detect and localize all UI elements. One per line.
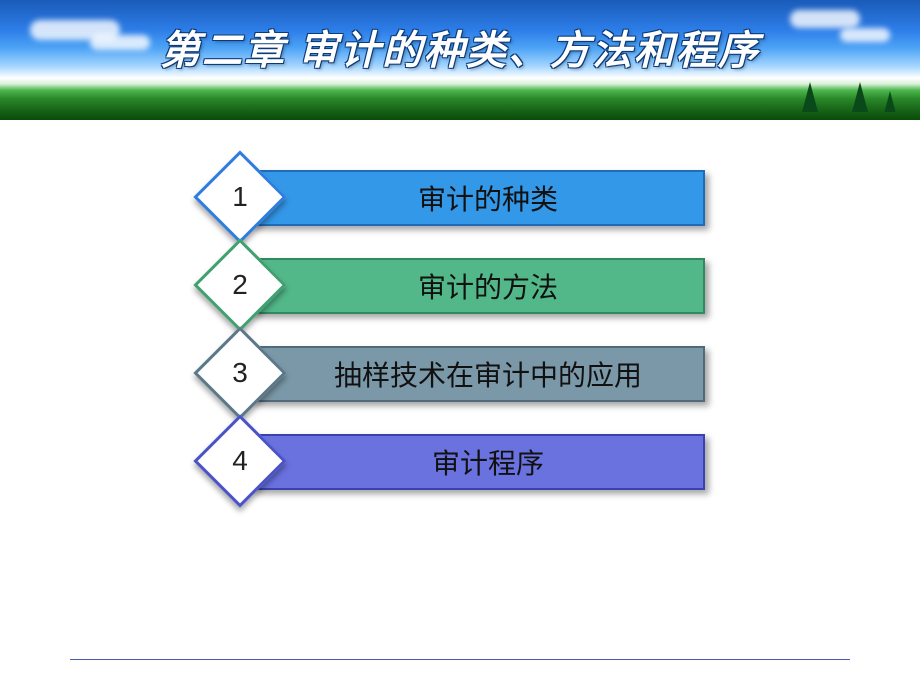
agenda-label: 审计的方法 [398,266,558,306]
chapter-title: 第二章 审计的种类、方法和程序 [160,18,760,76]
agenda-item-4: 审计程序 4 [215,434,705,490]
agenda-list: 审计的种类 1 审计的方法 2 抽样技术在审计中的应用 3 审计程序 4 [0,120,920,490]
agenda-number: 1 [207,164,273,230]
slide-header: 第二章 审计的种类、方法和程序 [0,0,920,120]
cloud-decoration [790,10,860,28]
agenda-bar: 审计的种类 [251,170,705,226]
cloud-decoration [90,35,150,50]
agenda-label: 审计程序 [412,442,544,482]
cloud-decoration [840,28,890,42]
agenda-bar: 审计的方法 [251,258,705,314]
agenda-number-diamond: 2 [207,252,273,318]
agenda-item-3: 抽样技术在审计中的应用 3 [215,346,705,402]
agenda-number: 2 [207,252,273,318]
agenda-number-diamond: 4 [207,428,273,494]
agenda-label: 审计的种类 [398,178,558,218]
agenda-number-diamond: 1 [207,164,273,230]
agenda-number: 4 [207,428,273,494]
agenda-number: 3 [207,340,273,406]
agenda-bar: 审计程序 [251,434,705,490]
agenda-bar: 抽样技术在审计中的应用 [251,346,705,402]
agenda-label: 抽样技术在审计中的应用 [314,354,642,394]
agenda-item-2: 审计的方法 2 [215,258,705,314]
agenda-number-diamond: 3 [207,340,273,406]
agenda-item-1: 审计的种类 1 [215,170,705,226]
footer-divider [70,659,850,660]
